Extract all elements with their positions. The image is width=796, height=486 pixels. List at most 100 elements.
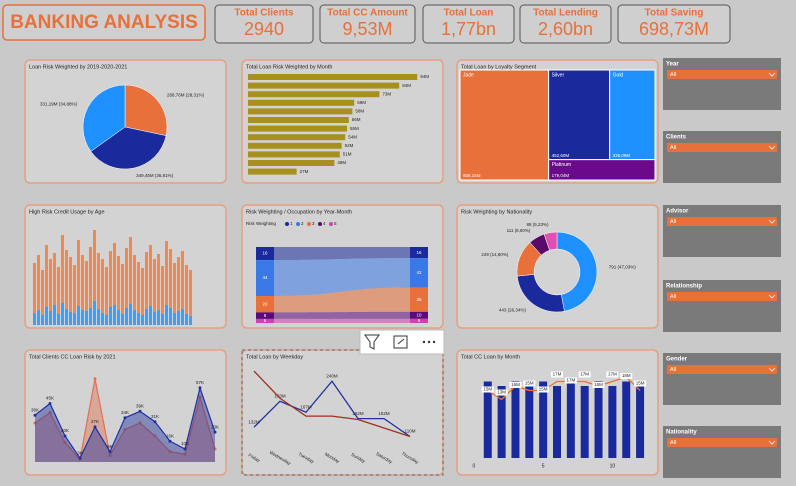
slicer-label: Year	[666, 62, 679, 68]
data-label: 35	[416, 297, 422, 302]
data-label: 10K	[181, 441, 189, 446]
slicer-value[interactable]: All	[670, 72, 676, 78]
data-label: 16	[416, 250, 422, 255]
data-label: 58M	[355, 109, 364, 114]
bar	[149, 306, 152, 325]
tile-label: Platinum	[552, 162, 571, 168]
bar	[89, 308, 92, 325]
slicer-dropdown[interactable]	[667, 365, 777, 374]
ribbon	[274, 287, 410, 313]
chart-title: High Risk Credit Usage by Age	[29, 209, 105, 215]
bar	[539, 381, 548, 458]
kpi-value: 698,73M	[639, 19, 709, 39]
legend-label: 5	[334, 221, 337, 226]
data-label: 27M	[300, 169, 309, 174]
tile	[609, 69, 656, 161]
slicer-dropdown[interactable]	[667, 143, 777, 152]
bar	[165, 305, 168, 325]
focus-icon[interactable]	[393, 335, 408, 349]
bar	[189, 270, 192, 325]
bar	[525, 386, 534, 458]
point	[63, 441, 67, 444]
point	[33, 413, 37, 417]
slicer-dropdown[interactable]	[667, 217, 777, 226]
chart-title: Total CC Loan by Month	[461, 354, 520, 360]
data-label: 16M	[594, 382, 603, 387]
more-icon[interactable]	[422, 340, 426, 344]
label-box	[578, 371, 591, 378]
slicer-dropdown[interactable]	[667, 438, 777, 447]
data-label: 27K	[91, 419, 99, 424]
data-label: 17M	[566, 378, 575, 383]
slicer-value[interactable]: All	[670, 367, 676, 373]
ribbon-bar	[256, 318, 274, 323]
legend-dot	[307, 222, 311, 226]
tile	[548, 159, 656, 181]
more-icon[interactable]	[432, 340, 436, 344]
slicer-dropdown[interactable]	[667, 292, 777, 301]
point	[48, 411, 52, 415]
ribbon	[274, 311, 410, 319]
point	[108, 450, 112, 454]
point	[138, 421, 142, 425]
bar	[41, 315, 44, 325]
bar	[61, 235, 64, 325]
bar	[117, 310, 120, 325]
chart-title: Loan Risk Weighted by 2019-2020-2021	[29, 64, 127, 70]
kpi-label: Total Clients	[234, 8, 294, 19]
bar	[145, 252, 148, 325]
bar	[65, 250, 68, 325]
data-label: 48M	[337, 160, 346, 165]
bar	[141, 268, 144, 325]
chart-title: Risk Weighting by Nationality	[461, 209, 532, 215]
point	[168, 439, 172, 443]
bar	[248, 160, 335, 166]
slice	[556, 231, 598, 312]
bar	[177, 311, 180, 325]
bar	[73, 313, 76, 325]
label-box	[592, 382, 605, 388]
bar	[497, 386, 506, 458]
data-label: 16M	[511, 382, 520, 387]
data-label: 20	[262, 301, 268, 306]
filter-icon[interactable]	[364, 334, 380, 350]
data-label: 111 (6,60%)	[507, 228, 531, 233]
slicer-value[interactable]: All	[670, 145, 676, 151]
point	[63, 434, 67, 438]
point	[198, 395, 202, 399]
bar	[49, 259, 52, 325]
bar	[89, 247, 92, 325]
bar	[169, 249, 172, 325]
data-label: 17M	[608, 372, 617, 377]
label-box	[495, 389, 508, 396]
slicer-dropdown[interactable]	[667, 70, 777, 79]
data-label: 15M	[636, 381, 645, 386]
data-label: 443 (26,34%)	[499, 308, 527, 313]
data-label: 51M	[343, 152, 352, 157]
label-box	[509, 382, 522, 388]
more-icon[interactable]	[427, 340, 431, 344]
data-label: 18M	[622, 373, 631, 378]
chart-title: Total Loan by Loyalty Segment	[461, 64, 537, 70]
label-box	[481, 386, 494, 393]
tile-value: 336,09M	[613, 153, 631, 158]
tile-label: Jade	[463, 72, 474, 78]
bar	[85, 261, 88, 325]
slicer-value[interactable]: All	[670, 294, 676, 300]
bar	[81, 255, 84, 325]
tile-value: 452,60M	[552, 153, 570, 158]
slice	[543, 231, 558, 251]
slicer-label: Relationship	[666, 284, 702, 290]
area	[35, 387, 215, 462]
ribbon-bar	[410, 258, 428, 288]
bar	[33, 263, 36, 325]
legend-dot	[285, 222, 289, 226]
data-label: 23K	[211, 424, 219, 429]
data-label: 52M	[345, 143, 354, 148]
slicer-value[interactable]: All	[670, 440, 676, 446]
data-label: 88 (5,23%)	[526, 222, 549, 227]
slicer-value[interactable]: All	[670, 219, 676, 225]
kpi-label: Total Loan	[444, 8, 494, 19]
point	[108, 454, 112, 457]
